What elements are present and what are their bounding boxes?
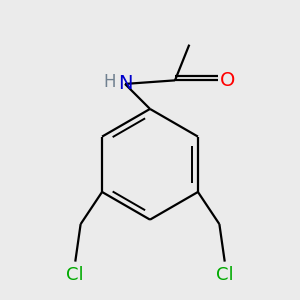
Text: N: N [118,74,132,93]
Text: H: H [103,73,116,91]
Text: O: O [220,71,235,90]
Text: Cl: Cl [216,266,233,284]
Text: Cl: Cl [67,266,84,284]
